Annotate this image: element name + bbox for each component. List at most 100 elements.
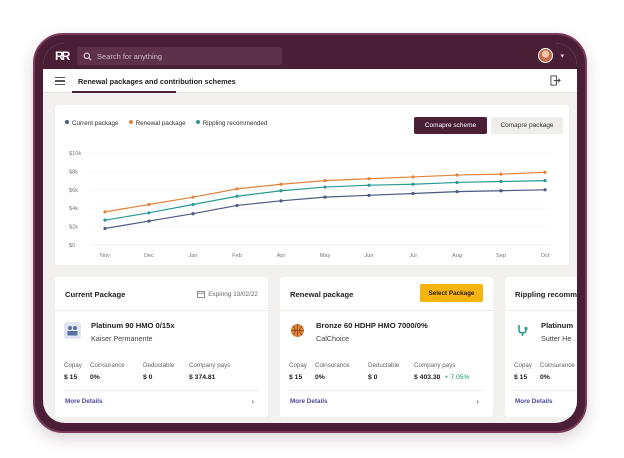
legend-dot <box>195 120 200 124</box>
data-point <box>279 182 283 186</box>
exit-icon[interactable] <box>550 75 561 86</box>
search-placeholder: Search for anything <box>97 51 163 61</box>
legend-dot <box>65 120 69 124</box>
x-tick-label: May <box>320 253 331 259</box>
data-point <box>499 172 503 176</box>
data-point <box>411 182 415 186</box>
x-tick-label: Jul <box>409 253 416 259</box>
data-point <box>147 202 151 207</box>
data-point <box>455 180 459 185</box>
data-point <box>455 190 459 194</box>
data-point <box>103 210 107 214</box>
data-point <box>191 195 195 199</box>
data-point <box>543 188 547 192</box>
more-details-link[interactable]: More Details <box>290 398 328 405</box>
data-point <box>191 202 195 207</box>
data-point <box>235 194 239 198</box>
tab-bar: Renewal packages and contribution scheme… <box>43 69 577 93</box>
plan-name: Platinum <box>541 321 574 330</box>
basketball-icon <box>289 322 306 339</box>
data-point <box>499 179 503 184</box>
legend-item: Renewal package <box>128 120 186 127</box>
x-tick-label: Dec <box>144 253 154 259</box>
x-tick-label: Sep <box>496 253 506 259</box>
legend-item: Current package <box>65 120 119 127</box>
divider <box>289 390 484 391</box>
stat-coinsurance: Coinsurance 0% <box>540 362 575 381</box>
data-point <box>103 226 107 231</box>
data-point <box>543 170 547 174</box>
compare-scheme-button[interactable]: Comapre scheme <box>414 117 487 134</box>
top-bar: RR Search for anything ▾ <box>43 43 577 69</box>
data-point <box>323 179 327 183</box>
current-package-card: Current Package Expiring 13/02/22 Platin… <box>55 277 268 417</box>
data-point <box>323 185 327 189</box>
divider <box>505 310 577 311</box>
y-tick-label: $4k <box>69 206 78 212</box>
data-point <box>323 195 327 199</box>
x-tick-label: Apr <box>277 253 286 259</box>
card-title: Renewal package <box>290 290 354 299</box>
tablet-frame: RR Search for anything ▾ Renewal package… <box>33 33 587 433</box>
people-icon <box>64 322 81 339</box>
y-tick-label: $6k <box>69 188 78 194</box>
stat-copay: Copay $ 15 <box>514 362 532 381</box>
x-tick-label: Oct <box>541 253 550 259</box>
stat-company-pays: Company pays $ 403.30 + 7.05% <box>414 362 470 381</box>
plan-carrier: CalChoice <box>316 334 350 343</box>
data-point <box>455 173 459 177</box>
select-package-button[interactable]: Select Package <box>420 284 483 302</box>
data-point <box>147 211 151 215</box>
chart-card: Current package Renewal package Rippling r… <box>55 105 569 265</box>
series-line <box>104 171 546 213</box>
plan-carrier: Kaiser Permanente <box>91 334 153 343</box>
x-tick-label: Aug <box>452 253 462 259</box>
rippling-logo[interactable]: RR <box>55 49 70 63</box>
menu-icon[interactable] <box>55 77 65 87</box>
expiring-label: Expiring 13/02/22 <box>197 290 258 298</box>
data-point <box>499 189 503 193</box>
chevron-right-icon[interactable]: › <box>476 397 479 406</box>
y-tick-label: $10k <box>69 151 81 157</box>
y-tick-label: $2k <box>69 225 78 231</box>
stat-copay: Copay $ 15 <box>64 362 82 381</box>
card-title: Rippling recomme <box>515 290 577 299</box>
x-tick-label: Feb <box>232 253 242 259</box>
expiring-text: Expiring 13/02/22 <box>208 290 258 298</box>
change-badge: + 7.05% <box>444 374 470 381</box>
data-point <box>191 212 195 216</box>
plan-name: Bronze 60 HDHP HMO 7000/0% <box>316 321 428 330</box>
y-tick-label: $0 <box>69 243 75 249</box>
legend-item: Rippling recommended <box>195 120 268 127</box>
search-input[interactable]: Search for anything <box>77 47 282 65</box>
data-point <box>279 199 283 203</box>
legend-label: Current package <box>72 120 119 127</box>
divider <box>64 390 259 391</box>
plan-name: Platinum 90 HMO 0/15x <box>91 321 175 330</box>
calendar-icon <box>197 291 206 298</box>
x-tick-label: Jan <box>188 253 197 259</box>
legend-label: Renewal package <box>135 120 186 127</box>
app-screen: RR Search for anything ▾ Renewal package… <box>43 43 577 423</box>
data-point <box>279 189 283 193</box>
data-point <box>235 187 239 191</box>
data-point <box>103 218 107 222</box>
legend-dot <box>128 120 133 124</box>
stethoscope-icon <box>514 322 531 339</box>
data-point <box>367 183 371 187</box>
tab-renewal-packages[interactable]: Renewal packages and contribution scheme… <box>78 77 236 86</box>
chevron-down-icon[interactable]: ▾ <box>560 53 564 60</box>
rippling-recommended-card: Rippling recomme Platinum Sutter He Copa… <box>505 277 577 417</box>
x-tick-label: Nov <box>100 253 110 259</box>
data-point <box>411 175 415 179</box>
stat-copay: Copay $ 15 <box>289 362 307 381</box>
y-tick-label: $8k <box>69 169 78 175</box>
chevron-right-icon[interactable]: › <box>251 397 254 406</box>
avatar[interactable] <box>538 48 553 63</box>
more-details-link[interactable]: More Details <box>515 398 553 405</box>
more-details-link[interactable]: More Details <box>65 398 103 405</box>
divider <box>55 310 268 311</box>
stat-coinsurance: Coinsurance 0% <box>315 362 350 381</box>
legend-label: Rippling recommended <box>202 120 268 127</box>
compare-package-button[interactable]: Comapre package <box>491 117 563 134</box>
